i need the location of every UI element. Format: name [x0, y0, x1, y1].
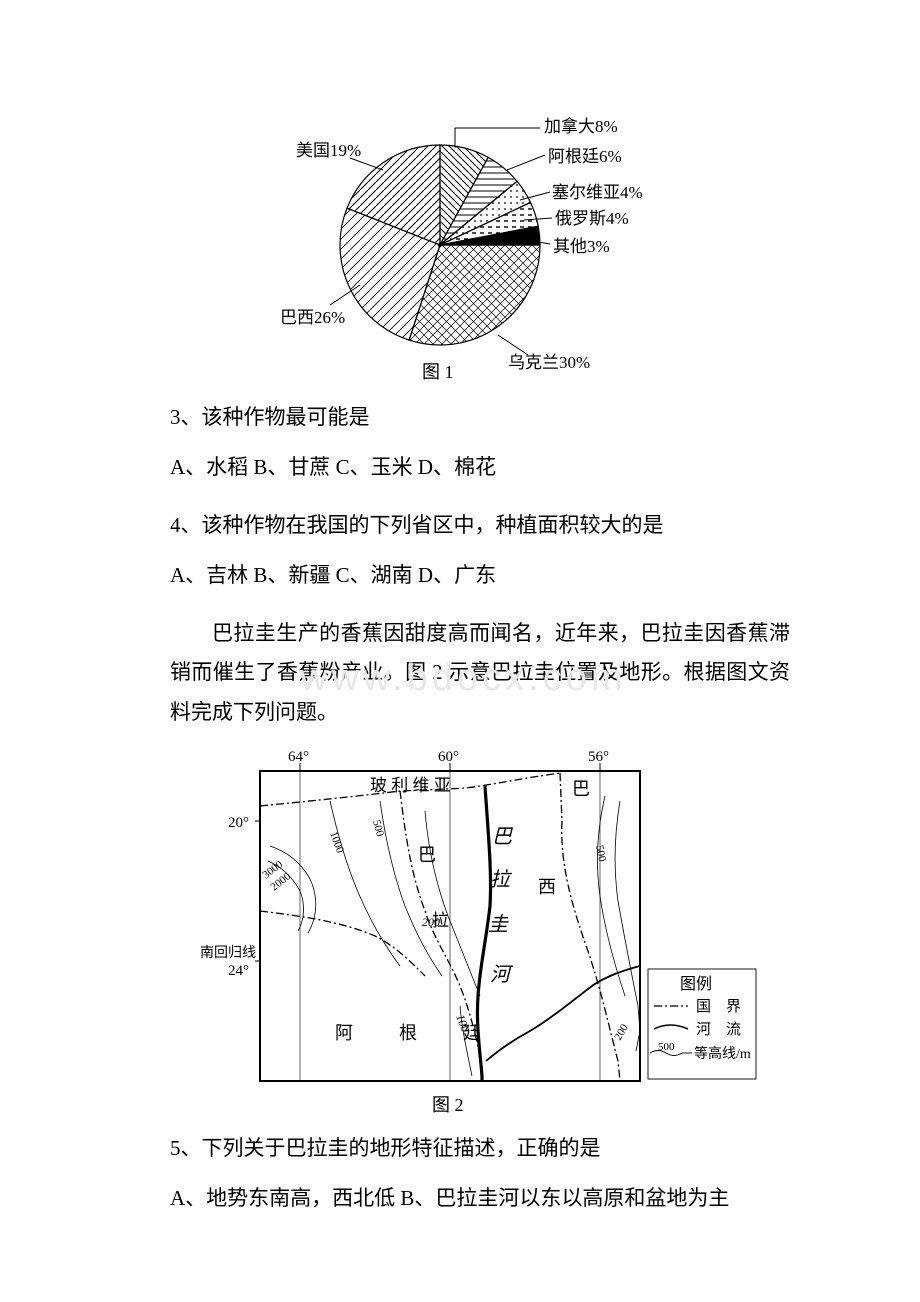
tropic-label: 南回归线: [200, 944, 256, 961]
legend-title: 图例: [680, 975, 712, 993]
pie-label-russia: 俄罗斯4%: [555, 209, 629, 228]
c500b: 500: [593, 844, 608, 863]
c200b: 200: [612, 1022, 631, 1043]
pie-label-ukraine: 乌克兰30%: [508, 353, 590, 372]
brazil1: 巴: [572, 779, 590, 799]
para-river-1: 巴: [492, 826, 514, 848]
para-river-3: 圭: [488, 914, 509, 936]
brazil2: 西: [538, 877, 556, 897]
bolivia: 玻 利 维 亚: [370, 776, 451, 795]
pie-label-other: 其他3%: [553, 237, 610, 256]
passage-text: 巴拉圭生产的香蕉因甜度高而闻名，近年来，巴拉圭因香蕉滞销而催生了香蕉粉产业。图 …: [170, 621, 790, 725]
legend-contour-sym: 500: [658, 1041, 675, 1053]
q5-text: 5、下列关于巴拉圭的地形特征描述，正确的是: [170, 1129, 790, 1169]
c500a: 500: [370, 819, 386, 839]
pie-label-brazil: 巴西26%: [280, 308, 345, 327]
lat-24: 24°: [228, 963, 249, 979]
pie-label-usa: 美国19%: [296, 141, 361, 160]
figure-2-map: 64° 60° 56° 20° 南回归线 24°: [170, 751, 790, 1121]
lon-56: 56°: [588, 751, 609, 765]
q5-options: A、地势东南高，西北低 B、巴拉圭河以东以高原和盆地为主: [170, 1179, 790, 1219]
pie-label-serbia: 塞尔维亚4%: [552, 183, 643, 202]
para-river-2: 拉: [490, 869, 513, 891]
map-caption: 图 2: [432, 1095, 464, 1115]
lat-20: 20°: [228, 815, 249, 831]
argentina: 阿 根 廷: [335, 1023, 495, 1043]
q3-options: A、水稻 B、甘蔗 C、玉米 D、棉花: [170, 448, 790, 488]
legend-river: 河 流: [696, 1021, 741, 1038]
q4-text: 4、该种作物在我国的下列省区中，种植面积较大的是: [170, 506, 790, 546]
q4-options: A、吉林 B、新疆 C、湖南 D、广东: [170, 556, 790, 596]
river-label: 河: [490, 964, 514, 986]
passage-paraguay: 巴拉圭生产的香蕉因甜度高而闻名，近年来，巴拉圭因香蕉滞销而催生了香蕉粉产业。图 …: [170, 614, 790, 734]
legend-border: 国 界: [696, 998, 741, 1015]
q3-text: 3、该种作物最可能是: [170, 398, 790, 438]
legend-contour: 等高线/m: [694, 1045, 751, 1062]
para-label-2: 拉: [432, 911, 449, 930]
pie-caption: 图 1: [422, 362, 454, 380]
para-label-1: 巴: [418, 845, 436, 865]
figure-1-pie: 加拿大8% 阿根廷6% 塞尔维亚4% 俄罗斯4% 其他3% 美国19% 巴西26…: [170, 110, 790, 380]
c1000a: 1000: [327, 830, 346, 855]
pie-label-argentina: 阿根廷6%: [548, 147, 622, 166]
pie-label-canada: 加拿大8%: [544, 116, 618, 136]
lon-64: 64°: [288, 751, 309, 765]
lon-60: 60°: [438, 751, 459, 765]
